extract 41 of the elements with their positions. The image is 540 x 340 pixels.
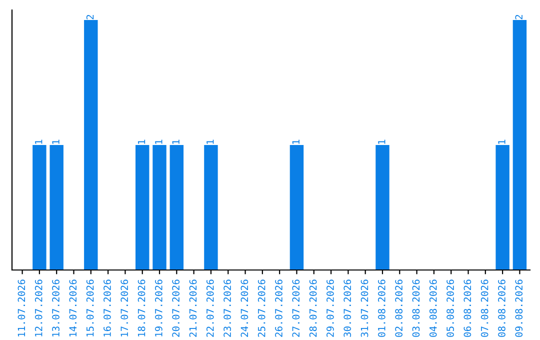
data-label: 2 bbox=[86, 14, 94, 20]
x-tick-label: 17.07.2026 bbox=[120, 280, 128, 336]
x-tick-label: 23.07.2026 bbox=[224, 280, 231, 337]
data-label: 1 bbox=[155, 140, 162, 144]
x-tick-label: 24.07.2026 bbox=[240, 280, 248, 337]
x-tick-label: 08.08.2026 bbox=[498, 280, 506, 337]
x-tick-label: 18.07.2026 bbox=[138, 280, 146, 336]
x-tick-label: 28.07.2026 bbox=[309, 280, 317, 337]
x-tick-label: 21.07.2026 bbox=[189, 280, 197, 337]
x-tick-label: 19.07.2026 bbox=[155, 280, 162, 336]
x-tick-label: 16.07.2026 bbox=[104, 280, 111, 336]
x-tick-label: 26.07.2026 bbox=[275, 280, 282, 337]
x-tick-label: 31.07.2026 bbox=[360, 280, 368, 337]
x-tick-label: 01.08.2026 bbox=[378, 280, 386, 337]
x-tick-label: 03.08.2026 bbox=[412, 280, 420, 337]
x-tick-label: 11.07.2026 bbox=[18, 280, 26, 336]
x-tick-label: 06.08.2026 bbox=[464, 280, 472, 337]
x-tick-label: 22.07.2026 bbox=[206, 280, 214, 337]
data-label: 2 bbox=[515, 14, 522, 20]
data-label: 1 bbox=[52, 140, 60, 144]
x-tick-label: 09.08.2026 bbox=[515, 280, 523, 337]
x-tick-label: 25.07.2026 bbox=[258, 280, 266, 337]
data-label: 1 bbox=[378, 140, 386, 144]
data-label: 1 bbox=[138, 140, 146, 144]
data-label: 1 bbox=[35, 140, 42, 144]
x-tick-label: 29.07.2026 bbox=[326, 280, 334, 337]
x-tick-label: 12.07.2026 bbox=[34, 280, 42, 336]
data-label: 1 bbox=[172, 140, 180, 144]
x-tick-label: 02.08.2026 bbox=[395, 280, 402, 337]
data-label: 1 bbox=[292, 140, 300, 144]
x-tick-label: 30.07.2026 bbox=[344, 280, 352, 337]
x-tick-label: 27.07.2026 bbox=[292, 280, 300, 337]
x-tick-label: 05.08.2026 bbox=[446, 280, 454, 337]
x-tick-label: 13.07.2026 bbox=[52, 280, 60, 336]
x-tick-label: 14.07.2026 bbox=[69, 280, 77, 336]
data-label: 1 bbox=[206, 140, 214, 144]
x-tick-label: 07.08.2026 bbox=[480, 280, 488, 337]
x-tick-label: 15.07.2026 bbox=[86, 280, 94, 336]
data-label: 1 bbox=[498, 140, 506, 144]
x-tick-label: 04.08.2026 bbox=[429, 280, 437, 337]
x-tick-label: 20.07.2026 bbox=[172, 280, 180, 337]
